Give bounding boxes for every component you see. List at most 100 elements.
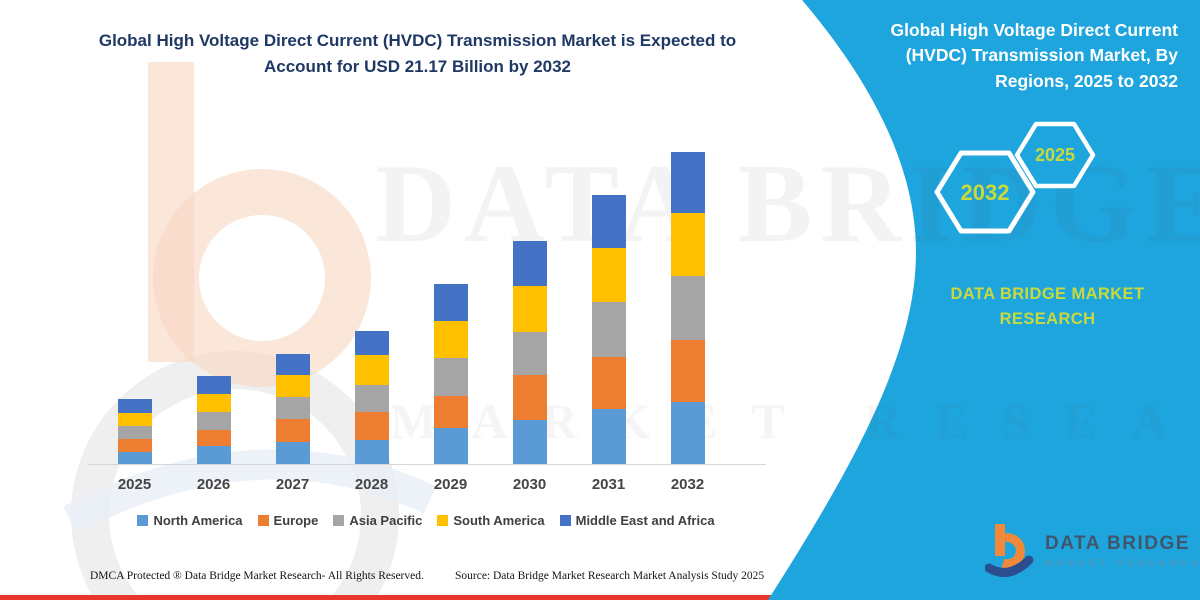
company-logo: DATA BRIDGE MARKET RESEARCH [985, 522, 1200, 578]
bar-column-2028 [332, 152, 411, 464]
side-panel-title: Global High Voltage Direct Current (HVDC… [890, 20, 1179, 91]
bottom-accent-line [0, 595, 1200, 600]
bar-segment-2032-middle-east-and-africa [670, 152, 705, 213]
bar-segment-2030-asia-pacific [512, 331, 547, 375]
bar-segment-2029-south-america [433, 320, 468, 358]
bar-segment-2032-asia-pacific [670, 275, 705, 341]
bar-column-2030 [490, 152, 569, 464]
x-tick-2026: 2026 [196, 476, 231, 493]
chart-legend: North America Europe Asia Pacific South Ame… [90, 513, 762, 528]
bar-segment-2030-europe [512, 374, 547, 420]
bar-segment-2025-europe [117, 438, 152, 452]
bar-stack-2031 [591, 195, 626, 464]
bar-segment-2025-middle-east-and-africa [117, 399, 152, 414]
bar-segment-2031-north-america [591, 408, 626, 464]
bar-segment-2026-north-america [196, 445, 231, 464]
bar-segment-2032-europe [670, 340, 705, 403]
bar-segment-2027-north-america [275, 441, 310, 464]
x-tick-2027: 2027 [275, 476, 310, 493]
x-tick-2028: 2028 [354, 476, 389, 493]
bar-segment-2028-north-america [354, 439, 389, 464]
x-tick-2031: 2031 [591, 476, 626, 493]
x-axis-labels: 2025 2026 2027 2028 2029 2030 2031 2032 [95, 476, 727, 493]
bar-stack-2025 [117, 399, 152, 464]
bar-segment-2029-north-america [433, 427, 468, 464]
bar-segment-2029-europe [433, 395, 468, 428]
year-badge-hexagons [934, 121, 1096, 234]
legend-item-asia-pacific: Asia Pacific [333, 513, 422, 528]
bar-segment-2030-middle-east-and-africa [512, 241, 547, 287]
bar-segment-2027-middle-east-and-africa [275, 353, 310, 375]
legend-swatch-icon [437, 515, 449, 526]
databridge-logomark-icon [985, 524, 1034, 577]
legend-item-north-america: North America [137, 513, 243, 528]
legend-item-europe: Europe [257, 513, 319, 528]
bar-column-2027 [253, 152, 332, 464]
bar-segment-2032-north-america [670, 402, 705, 464]
bar-column-2031 [569, 152, 648, 464]
source-note: Source: Data Bridge Market Research Mark… [455, 570, 765, 582]
x-tick-2032: 2032 [670, 476, 705, 493]
bar-segment-2025-asia-pacific [117, 425, 152, 439]
x-tick-2030: 2030 [512, 476, 547, 493]
hexagon-2032-icon [934, 150, 1036, 234]
bar-segment-2031-middle-east-and-africa [591, 195, 626, 249]
x-axis-line [88, 464, 766, 465]
hexagon-2025-icon [1014, 121, 1096, 189]
bar-segment-2028-asia-pacific [354, 384, 389, 412]
bar-segment-2031-europe [591, 356, 626, 409]
bar-stack-2028 [354, 330, 389, 464]
legend-label: South America [453, 513, 545, 528]
bar-segment-2026-europe [196, 429, 231, 446]
badge-year-2025: 2025 [1034, 145, 1076, 165]
legend-swatch-icon [559, 515, 571, 526]
stacked-bar-plot [95, 152, 727, 464]
bar-segment-2025-south-america [117, 413, 152, 426]
legend-swatch-icon [333, 515, 345, 526]
bar-segment-2029-asia-pacific [433, 357, 468, 396]
bar-segment-2027-europe [275, 418, 310, 442]
bar-segment-2030-south-america [512, 286, 547, 332]
bar-segment-2026-asia-pacific [196, 411, 231, 430]
chart-title: Global High Voltage Direct Current (HVDC… [98, 31, 737, 76]
bar-column-2026 [174, 152, 253, 464]
legend-swatch-icon [137, 515, 149, 526]
bar-stack-2026 [196, 376, 231, 464]
legend-item-middle-east-and-africa: Middle East and Africa [559, 513, 715, 528]
bar-segment-2027-asia-pacific [275, 396, 310, 419]
legend-label: Asia Pacific [349, 513, 423, 528]
bar-segment-2025-north-america [117, 451, 152, 464]
bar-segment-2027-south-america [275, 374, 310, 397]
legend-label: Middle East and Africa [575, 513, 715, 528]
legend-item-south-america: South America [437, 513, 545, 528]
x-tick-2029: 2029 [433, 476, 468, 493]
bar-segment-2029-middle-east-and-africa [433, 284, 468, 321]
bar-segment-2032-south-america [670, 212, 705, 276]
watermark-logo-b [63, 62, 437, 600]
bar-segment-2028-middle-east-and-africa [354, 330, 389, 355]
bar-column-2025 [95, 152, 174, 464]
bar-segment-2031-south-america [591, 248, 626, 302]
bar-segment-2030-north-america [512, 419, 547, 464]
bar-segment-2028-south-america [354, 354, 389, 385]
bar-segment-2026-middle-east-and-africa [196, 376, 231, 394]
dmca-notice: DMCA Protected ® Data Bridge Market Rese… [90, 570, 424, 582]
bar-stack-2029 [433, 284, 468, 464]
legend-label: North America [153, 513, 243, 528]
bar-segment-2028-europe [354, 411, 389, 440]
bar-stack-2030 [512, 241, 547, 464]
legend-label: Europe [273, 513, 319, 528]
logo-subtitle-text: MARKET RESEARCH [1045, 557, 1200, 568]
x-tick-2025: 2025 [117, 476, 152, 493]
badge-year-2032: 2032 [960, 180, 1010, 205]
bar-stack-2027 [275, 353, 310, 464]
bar-segment-2031-asia-pacific [591, 301, 626, 357]
bar-column-2029 [411, 152, 490, 464]
logo-name-text: DATA BRIDGE [1045, 532, 1190, 554]
panel-brand-text: DATA BRIDGE MARKET RESEARCH [950, 285, 1145, 328]
legend-swatch-icon [257, 515, 269, 526]
bar-column-2032 [648, 152, 727, 464]
bar-segment-2026-south-america [196, 393, 231, 412]
bar-stack-2032 [670, 152, 705, 464]
